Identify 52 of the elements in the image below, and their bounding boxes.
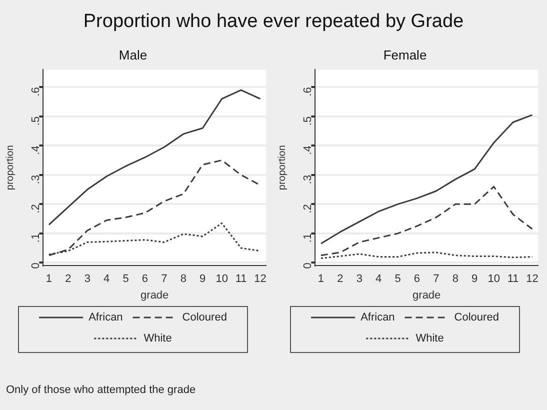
legend-label: White xyxy=(144,332,172,345)
x-tick-label: 5 xyxy=(122,273,129,286)
x-tick-label: 2 xyxy=(337,273,344,286)
x-tick-label: 9 xyxy=(472,273,478,286)
y-tick-label: .4 xyxy=(30,146,42,155)
y-tick-label: .4 xyxy=(302,146,314,155)
y-tick-label: .1 xyxy=(30,233,42,243)
y-tick-label: .6 xyxy=(302,87,314,96)
x-tick-label: 12 xyxy=(526,273,538,286)
y-tick-label: .3 xyxy=(302,174,314,184)
y-tick-label: 0 xyxy=(30,262,42,269)
text: Only of those who attempted the grade xyxy=(6,384,196,396)
chart-subtitle: Female xyxy=(383,47,427,62)
x-tick-label: 10 xyxy=(488,273,500,286)
x-tick-label: 8 xyxy=(452,273,458,286)
y-tick-label: .5 xyxy=(302,116,314,126)
x-tick-label: 12 xyxy=(254,273,266,286)
x-tick-label: 1 xyxy=(46,273,52,286)
legend-label: Coloured xyxy=(182,312,227,324)
y-tick-label: .1 xyxy=(302,233,314,243)
y-tick-label: .5 xyxy=(30,116,42,126)
y-tick-label: .3 xyxy=(30,174,42,184)
x-tick-label: 3 xyxy=(356,273,362,286)
legend-label: Coloured xyxy=(454,312,499,324)
chart-title: Proportion who have ever repeated by Grade xyxy=(82,10,465,34)
y-tick-label: .6 xyxy=(30,87,42,96)
y-axis-title: proportion xyxy=(4,145,16,190)
legend-label: African xyxy=(88,312,123,324)
x-tick-label: 3 xyxy=(84,273,90,286)
x-tick-label: 7 xyxy=(433,273,440,286)
x-tick-label: 7 xyxy=(161,273,168,286)
legend-label: African xyxy=(360,312,395,324)
x-tick-label: 4 xyxy=(376,273,382,286)
x-tick-label: 6 xyxy=(414,273,420,286)
x-tick-label: 10 xyxy=(216,273,228,286)
chart-subtitle: Male xyxy=(118,47,148,62)
x-tick-label: 11 xyxy=(235,273,247,286)
x-axis-title: grade xyxy=(140,289,169,302)
y-tick-label: .2 xyxy=(30,204,42,214)
x-tick-label: 11 xyxy=(507,273,519,286)
x-axis-title: grade xyxy=(412,289,441,302)
x-tick-label: 8 xyxy=(180,273,186,286)
x-tick-label: 1 xyxy=(318,273,324,286)
x-tick-label: 6 xyxy=(142,273,148,286)
x-tick-label: 5 xyxy=(394,273,401,286)
x-tick-label: 9 xyxy=(200,273,206,286)
y-tick-label: .2 xyxy=(302,204,314,214)
y-tick-label: 0 xyxy=(302,262,314,269)
x-tick-label: 4 xyxy=(104,273,110,286)
x-tick-label: 2 xyxy=(65,273,72,286)
y-axis-title: proportion xyxy=(276,145,288,190)
legend-label: White xyxy=(416,332,444,345)
